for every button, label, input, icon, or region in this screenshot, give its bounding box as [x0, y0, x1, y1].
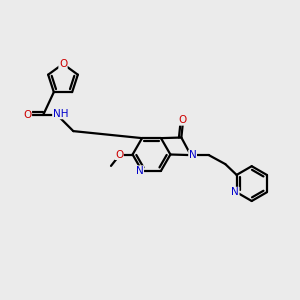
Text: O: O: [23, 110, 32, 120]
Text: N: N: [231, 187, 239, 197]
Text: NH: NH: [53, 109, 68, 119]
Text: O: O: [179, 115, 187, 125]
Text: O: O: [115, 149, 123, 160]
Text: N: N: [136, 166, 143, 176]
Text: O: O: [59, 59, 67, 69]
Text: N: N: [189, 150, 196, 160]
